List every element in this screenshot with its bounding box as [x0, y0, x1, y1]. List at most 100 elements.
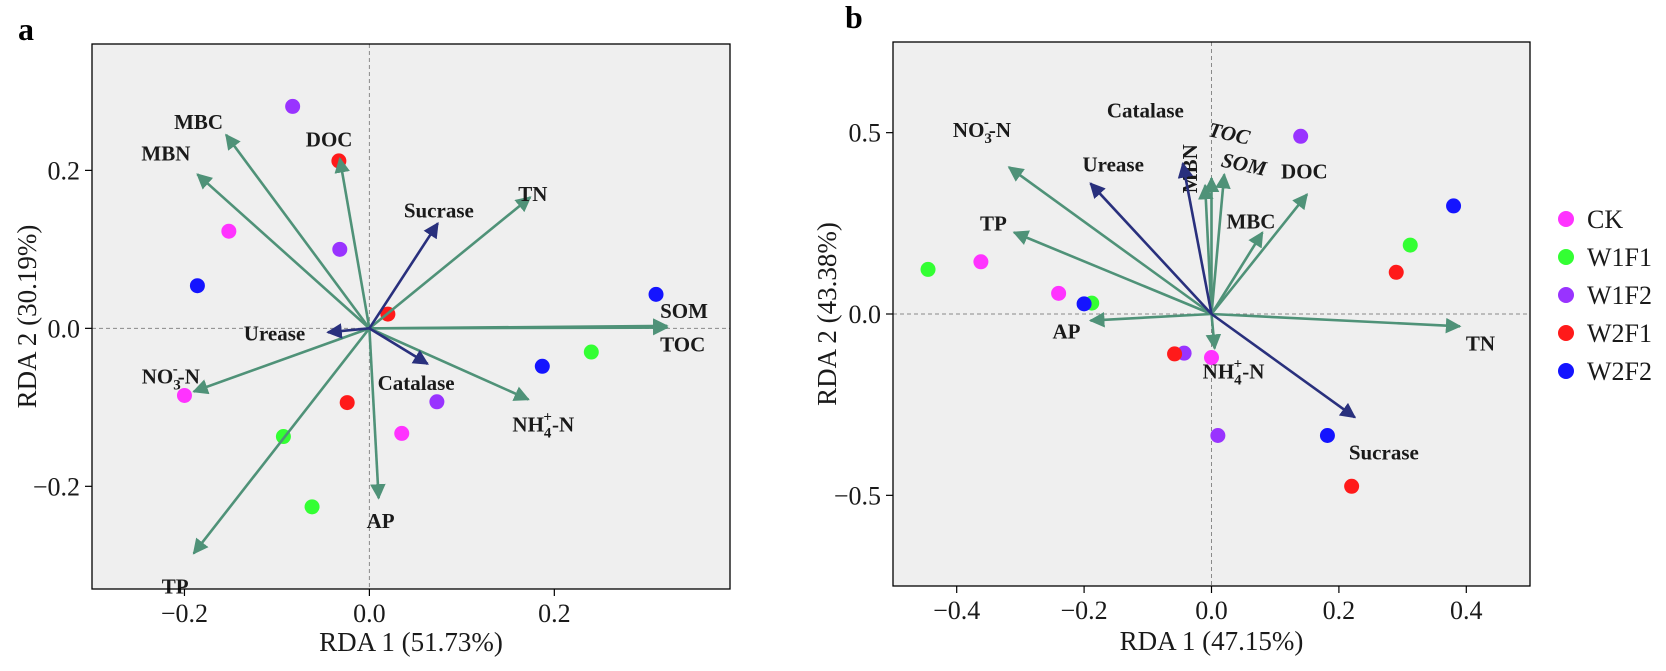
panel-a-vector-label-doc: DOC — [306, 128, 353, 152]
panel-a-vector-toc — [369, 319, 669, 336]
panel-b-point-w1f1-5 — [1402, 237, 1418, 253]
panel-a: a −0.2 0.0 0.2 −0.2 0.0 0.2 MBC MBN DOC TN SOM TOC N… — [12, 11, 731, 657]
panel-a-vector-mbc — [225, 133, 371, 330]
legend-marker-ck — [1558, 211, 1574, 227]
panel-a-vector-tn — [368, 196, 532, 330]
panel-b-vector-ap — [1088, 311, 1212, 328]
panel-b-x-tick-label: −0.2 — [1061, 596, 1108, 625]
panel-a-vector-label-toc: TOC — [660, 333, 705, 357]
panel-a-point-w1f2-8 — [429, 394, 445, 410]
legend-label-w1f1: W1F1 — [1587, 243, 1652, 272]
panel-b-label: b — [845, 0, 863, 35]
panel-a-y-tick-label: 0.2 — [48, 156, 81, 185]
panel-a-vector-nh4-n — [368, 327, 530, 401]
panel-a-x-axis-title: RDA 1 (51.73%) — [319, 627, 503, 657]
panel-a-plot-area — [92, 44, 730, 589]
panel-a-point-w2f1-9 — [331, 153, 347, 169]
legend-marker-w1f1 — [1558, 249, 1574, 265]
panel-a-vector-label-nh4-n: NH4+-N — [512, 409, 574, 441]
panel-a-vector-label-ap: AP — [367, 509, 395, 533]
panel-a-vector-urease — [326, 323, 370, 339]
panel-b-point-ck-1 — [1051, 285, 1067, 301]
panel-a-point-ck-1 — [176, 387, 192, 403]
legend-marker-w2f1 — [1558, 325, 1574, 341]
panel-a-x-tick-label: 0.0 — [353, 599, 386, 628]
panel-a-point-w2f1-11 — [339, 395, 355, 411]
panel-b-vector-label-sucrase: Sucrase — [1349, 440, 1419, 464]
panel-a-vector-label-tn: TN — [518, 182, 547, 206]
panel-a-point-w2f2-13 — [534, 358, 550, 374]
panel-b-vector-mbc — [1210, 231, 1264, 315]
panel-a-y-axis-title: RDA 2 (30.19%) — [12, 225, 42, 409]
legend-label-w1f2: W1F2 — [1587, 281, 1652, 310]
panel-b-y-tick-label: 0.5 — [849, 119, 882, 148]
panel-b-vector-som — [1210, 172, 1231, 315]
panel-b-vector-doc — [1210, 193, 1309, 315]
panel-a-point-w2f2-14 — [648, 286, 664, 302]
panel-b-vector-nh4-n — [1205, 313, 1222, 351]
panel-b-point-w1f2-6 — [1293, 128, 1309, 144]
legend-marker-w2f2 — [1558, 363, 1574, 379]
panel-b-point-ck-2 — [1204, 350, 1219, 366]
panel-b-vector-label-tp: TP — [980, 211, 1007, 235]
panel-b-vector-catalase — [1177, 161, 1213, 315]
panel-a-vector-mbn — [196, 173, 371, 330]
panel-b-x-tick-label: −0.4 — [933, 596, 980, 625]
panel-b-vector-label-mbc: MBC — [1226, 209, 1275, 233]
panel-a-frame — [91, 43, 731, 590]
panel-b-vector-no3-n — [1007, 166, 1213, 316]
panel-b-point-w1f1-3 — [920, 261, 936, 277]
panel-a-vector-label-mbc: MBC — [174, 110, 223, 134]
panel-b-point-ck-0 — [973, 254, 989, 270]
panel-b-x-tick-label: 0.4 — [1450, 596, 1483, 625]
panel-b-point-w2f1-10 — [1167, 346, 1183, 362]
panel-a-point-w2f2-12 — [189, 278, 205, 294]
panel-b-point-w2f2-14 — [1319, 427, 1335, 443]
panel-b-point-w2f1-9 — [1388, 264, 1404, 280]
panel-b-x-axis-title: RDA 1 (47.15%) — [1120, 626, 1304, 656]
panel-a-vector-label-no3-n: NO3--N — [142, 362, 200, 394]
panel-a-x-tick-label: −0.2 — [161, 599, 208, 628]
panel-a-vector-ap — [368, 328, 386, 500]
panel-b-point-w1f2-8 — [1210, 427, 1226, 443]
panel-a-vector-tp — [192, 327, 371, 555]
panel-a-vector-label-som: SOM — [660, 299, 708, 323]
panel-b-vector-label-doc: DOC — [1281, 159, 1328, 183]
panel-a-x-tick-label: 0.2 — [538, 599, 571, 628]
panel-b-y-axis-title: RDA 2 (43.38%) — [812, 222, 842, 406]
panel-b-vector-label-no3-n: NO3--N — [953, 115, 1011, 147]
panel-a-point-ck-0 — [221, 223, 237, 239]
panel-b-x-tick-label: 0.2 — [1323, 596, 1356, 625]
panel-a-vector-catalase — [368, 327, 429, 366]
panel-b-y-tick-label: −0.5 — [834, 481, 881, 510]
panel-b-vector-label-mbn: MBN — [1178, 144, 1202, 193]
legend-label-w2f1: W2F1 — [1587, 319, 1652, 348]
panel-a-vector-label-urease: Urease — [244, 321, 305, 345]
panel-b-vector-sucrase — [1210, 312, 1357, 419]
panel-b-vector-tn — [1211, 312, 1462, 334]
panel-a-vector-no3-n — [192, 327, 370, 395]
panel-a-label: a — [18, 11, 34, 47]
panel-a-vector-label-tp: TP — [162, 574, 189, 598]
panel-a-y-tick-label: −0.2 — [33, 472, 80, 501]
panel-a-vector-label-sucrase: Sucrase — [404, 198, 474, 222]
panel-b-vector-urease — [1089, 182, 1213, 315]
panel-b-point-w2f2-12 — [1076, 296, 1092, 312]
legend: CK W1F1 W1F2 W2F1 W2F2 — [1558, 205, 1652, 386]
panel-a-y-tick-label: 0.0 — [48, 314, 81, 343]
panel-b-x-tick-label: 0.0 — [1195, 596, 1228, 625]
panel-a-vector-label-catalase: Catalase — [378, 371, 455, 395]
panel-b-vector-label-nh4-n: NH4+-N — [1203, 356, 1265, 388]
panel-a-point-w1f2-7 — [332, 241, 348, 257]
panel-b-point-w2f1-11 — [1344, 478, 1360, 494]
panel-a-vector-sucrase — [368, 221, 439, 330]
panel-b-vector-label-urease: Urease — [1082, 152, 1143, 176]
panel-b-vector-label-tn: TN — [1466, 331, 1495, 355]
panel-b-point-w2f2-13 — [1446, 198, 1462, 214]
panel-a-vector-label-mbn: MBN — [141, 141, 190, 165]
legend-label-w2f2: W2F2 — [1587, 357, 1652, 386]
panel-b-y-tick-label: 0.0 — [849, 300, 882, 329]
legend-marker-w1f2 — [1558, 287, 1574, 303]
panel-b-frame — [892, 41, 1531, 587]
